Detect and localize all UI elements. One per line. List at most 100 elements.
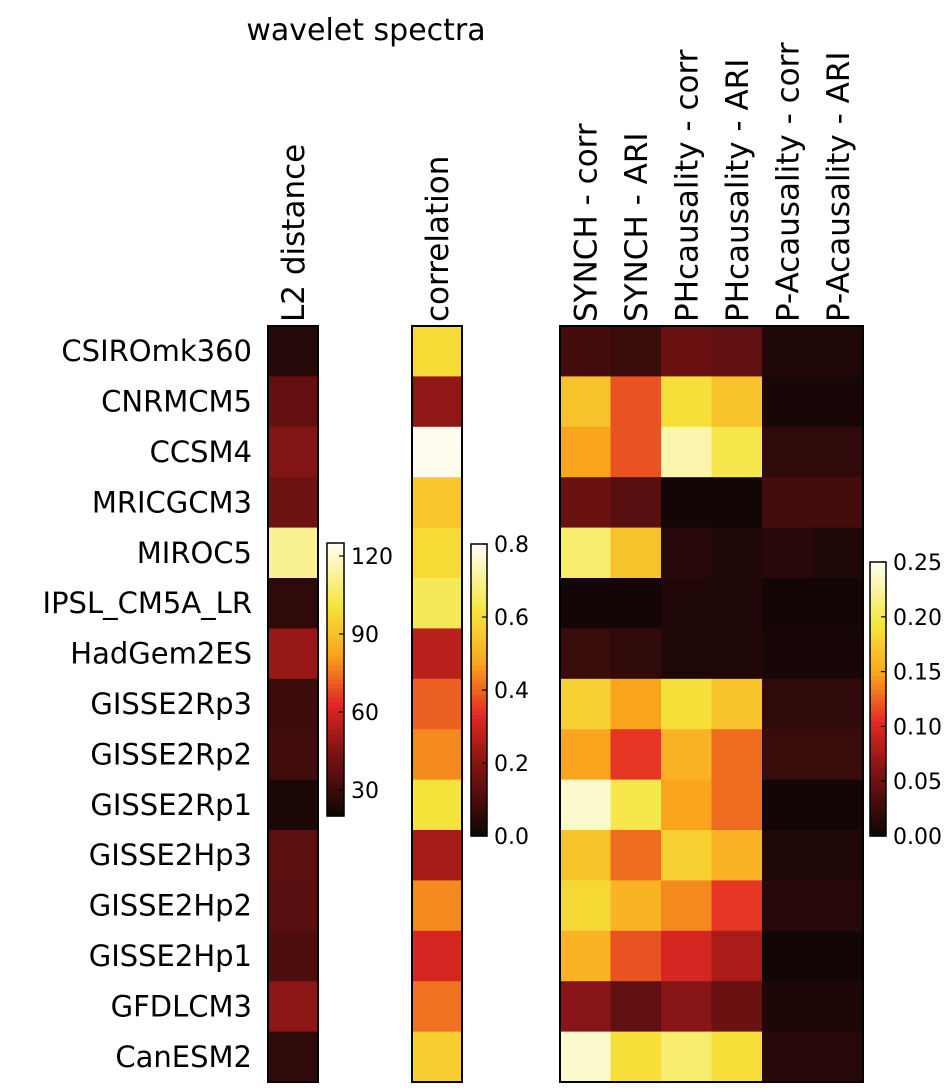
heatmap-cell (268, 678, 319, 730)
heatmap-cell (412, 981, 463, 1033)
heatmap-cell (412, 326, 463, 377)
colorbar-segment (471, 548, 487, 555)
comparison-panel: SYNCH - corr SYNCH - ARI PHcausality - cor… (559, 42, 864, 1083)
colorbar-tick-label: 90 (351, 623, 379, 648)
colorbar-segment (327, 779, 344, 785)
colorbar-segment (327, 597, 344, 603)
row-label: GISSE2Hp3 (89, 838, 252, 872)
heatmap-cell (711, 578, 763, 629)
heatmap-cell (610, 678, 662, 730)
colorbar-segment (471, 826, 487, 832)
heatmap-cell (661, 880, 713, 932)
colorbar-segment (870, 781, 886, 787)
heatmap-cell (610, 376, 662, 428)
colorbar-segment (327, 738, 344, 744)
colorbar-segment (327, 643, 344, 649)
colorbar-segment (327, 747, 344, 753)
colorbar-segment (327, 688, 344, 694)
heatmap-cell (412, 729, 463, 781)
colorbar-segment (327, 784, 344, 790)
heatmap-cell (711, 981, 763, 1033)
heatmap-cell (412, 678, 463, 730)
heatmap-cell (560, 628, 612, 680)
heatmap-cell (661, 578, 713, 629)
heatmap-cell (560, 376, 612, 428)
heatmap-cell (812, 527, 864, 579)
colorbar-segment (870, 767, 886, 773)
heatmap-cell (268, 880, 319, 932)
colorbar-segment (870, 694, 886, 700)
colorbar-segment (870, 593, 886, 600)
colorbar-segment (870, 822, 886, 828)
colorbar-segment (471, 743, 487, 749)
row-label: GISSE2Hp2 (89, 889, 252, 923)
heatmap-cell (560, 578, 612, 629)
colorbar-segment (471, 763, 487, 769)
panel-border (559, 325, 864, 1083)
colorbar-segment (471, 733, 487, 740)
colorbar-segment (327, 761, 344, 767)
heatmap-cell (268, 376, 319, 428)
colorbar-segment (471, 646, 487, 652)
colorbar-segment (327, 593, 344, 599)
heatmap-cell (560, 779, 612, 831)
heatmap-cell (711, 1031, 763, 1083)
colorbar-segment (471, 587, 487, 594)
colorbar-segment (471, 592, 487, 599)
colorbar-segment (471, 573, 487, 579)
colorbar-segment (327, 647, 344, 653)
heatmap-cell (268, 578, 319, 629)
row-label: GISSE2Hp1 (89, 939, 252, 973)
heatmap-cell (610, 527, 662, 579)
colorbar-segment (471, 578, 487, 584)
colorbar-segment (870, 562, 886, 568)
colorbar-tick-label: 0.15 (893, 661, 942, 686)
heatmap-cell (812, 880, 864, 932)
colorbar-segment (471, 680, 487, 686)
heatmap-cell (711, 678, 763, 730)
colorbar-segment (870, 717, 886, 723)
colorbar-segment (327, 570, 344, 576)
row-label: MRICGCM3 (92, 485, 252, 519)
heatmap-cell (762, 628, 814, 680)
heatmap-cell (560, 880, 612, 932)
colorbar-segment (471, 709, 487, 715)
colorbar-segment (870, 712, 886, 718)
correlation-panel: correlation (411, 156, 463, 1083)
colorbar-tick-label: 60 (351, 701, 379, 726)
colorbar-segment (327, 561, 344, 567)
colorbar-segment (327, 670, 344, 676)
heatmap-cell (412, 779, 463, 831)
column-label: PHcausality - ARI (720, 59, 756, 322)
heatmap-cell (268, 779, 319, 831)
colorbar-segment (471, 714, 487, 720)
heatmap-cell (762, 880, 814, 932)
row-label: CSIROmk360 (61, 334, 252, 368)
heatmap-cell (560, 326, 612, 377)
colorbar-segment (471, 641, 487, 647)
heatmap-cell (711, 527, 763, 579)
heatmap-cell (610, 326, 662, 377)
column-label: correlation (420, 156, 456, 322)
row-label: IPSL_CM5A_LR (43, 586, 252, 620)
heatmap-cell (812, 578, 864, 629)
heatmap-cell (610, 426, 662, 478)
colorbar-segment (471, 553, 487, 560)
colorbar-segment (327, 711, 344, 717)
heatmap-cell (661, 326, 713, 377)
colorbar-tick-label: 0.00 (893, 825, 942, 850)
row-label: HadGem2ES (70, 637, 252, 671)
heatmap-cell (268, 729, 319, 781)
heatmap-cell (661, 830, 713, 881)
colorbar-tick-label: 0.2 (494, 752, 529, 777)
colorbar-segment (327, 634, 344, 640)
row-label: CNRMCM5 (101, 385, 252, 419)
colorbar-segment (471, 626, 487, 633)
colorbar-segment (471, 694, 487, 701)
heatmap-cell (711, 729, 763, 781)
heatmap-cell (711, 326, 763, 377)
column-label: SYNCH - corr (568, 123, 604, 322)
colorbar-segment (327, 702, 344, 708)
colorbar-segment (471, 675, 487, 681)
colorbars: 30 60 90 120 0.0 0.2 0.4 0.6 0.8 0.00 0.05 0.10 0.15… (326, 533, 942, 850)
